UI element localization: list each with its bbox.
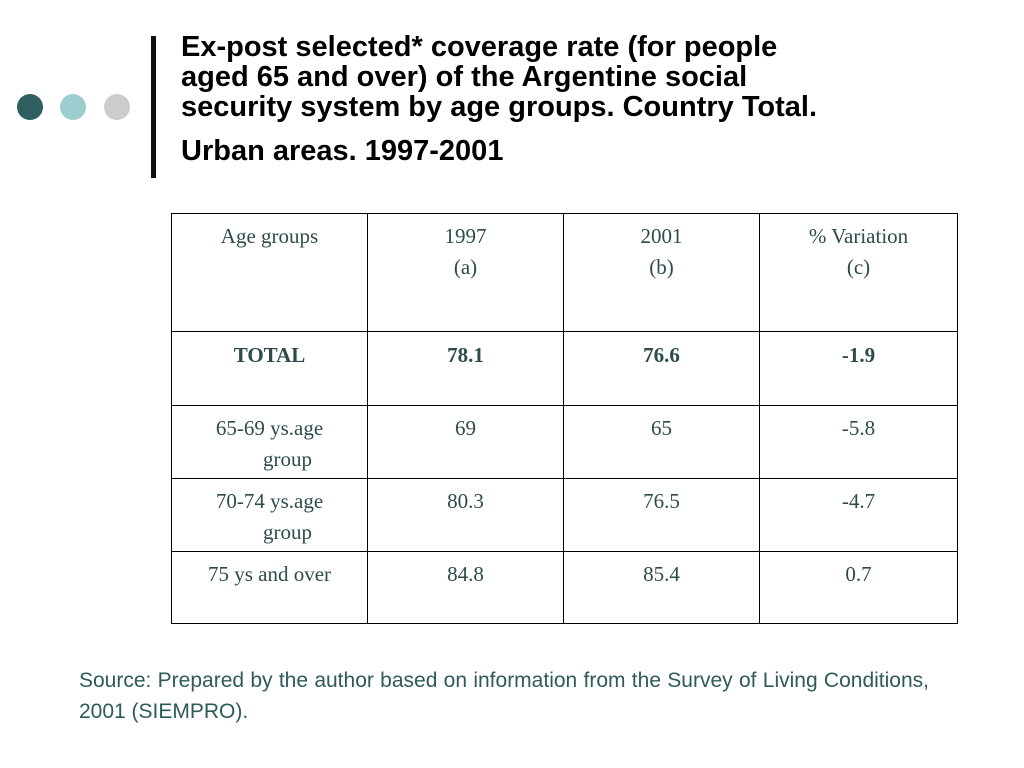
row-label: 70-74 ys.age group (171, 478, 368, 552)
title-line-4: Urban areas. 1997-2001 (181, 135, 504, 167)
total-label: TOTAL (171, 331, 368, 406)
source-note: Source: Prepared by the author based on … (79, 669, 929, 723)
decorative-dot-light (60, 94, 86, 120)
header-1997: 1997 (a) (367, 213, 564, 332)
header-variation: % Variation (c) (759, 213, 958, 332)
title-line-3: security system by age groups. Country T… (181, 91, 818, 123)
title-line-2: aged 65 and over) of the Argentine socia… (181, 61, 748, 93)
header-2001: 2001 (b) (563, 213, 760, 332)
title-accent-bar (151, 36, 156, 178)
total-variation: -1.9 (759, 331, 958, 406)
decorative-dot-dark (17, 94, 43, 120)
table-header-row: Age groups 1997 (a) 2001 (b) % Variation… (171, 213, 958, 332)
total-2001: 76.6 (563, 331, 760, 406)
row-variation: 0.7 (759, 551, 958, 624)
slide-title: Ex-post selected* coverage rate (for peo… (181, 32, 971, 166)
table-row: 75 ys and over 84.8 85.4 0.7 (171, 551, 958, 624)
row-label: 65-69 ys.age group (171, 405, 368, 479)
row-variation: -4.7 (759, 478, 958, 552)
row-2001: 65 (563, 405, 760, 479)
table-row: 65-69 ys.age group 69 65 -5.8 (171, 405, 958, 479)
row-label: 75 ys and over (171, 551, 368, 624)
title-line-1: Ex-post selected* coverage rate (for peo… (181, 31, 778, 63)
decorative-dot-gray (104, 94, 130, 120)
row-1997: 80.3 (367, 478, 564, 552)
table-row: 70-74 ys.age group 80.3 76.5 -4.7 (171, 478, 958, 552)
header-age-groups: Age groups (171, 213, 368, 332)
row-2001: 85.4 (563, 551, 760, 624)
total-1997: 78.1 (367, 331, 564, 406)
row-1997: 69 (367, 405, 564, 479)
coverage-table: Age groups 1997 (a) 2001 (b) % Variation… (171, 213, 958, 624)
row-2001: 76.5 (563, 478, 760, 552)
row-variation: -5.8 (759, 405, 958, 479)
table-row-total: TOTAL 78.1 76.6 -1.9 (171, 331, 958, 406)
row-1997: 84.8 (367, 551, 564, 624)
